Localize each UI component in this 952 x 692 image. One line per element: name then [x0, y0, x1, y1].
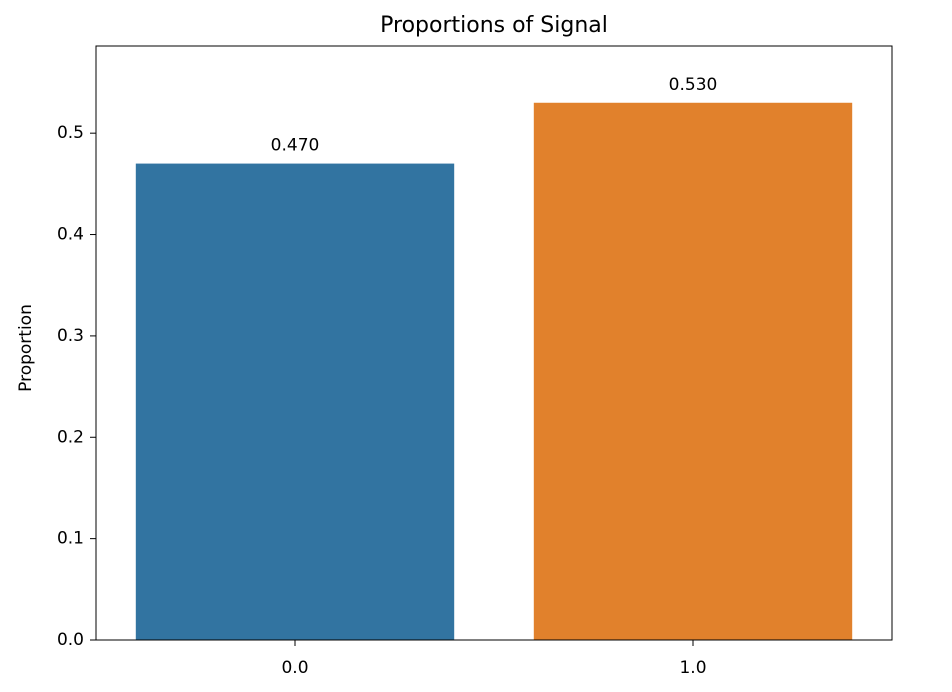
chart-title: Proportions of Signal — [380, 13, 608, 38]
y-tick-label: 0.2 — [57, 427, 84, 447]
y-tick-label: 0.0 — [57, 630, 84, 650]
bar — [533, 102, 853, 640]
y-tick-label: 0.1 — [57, 529, 84, 549]
y-axis-label: Proportion — [16, 304, 36, 392]
plot-frame — [95, 45, 893, 641]
y-tick-label: 0.4 — [57, 225, 84, 245]
y-tick-label: 0.3 — [57, 326, 84, 346]
x-tick-label: 0.0 — [281, 658, 308, 678]
y-tick-label: 0.5 — [57, 123, 84, 143]
value-label: 0.530 — [669, 75, 718, 95]
bar — [135, 163, 455, 640]
x-tick-label: 1.0 — [679, 658, 706, 678]
value-label: 0.470 — [271, 136, 320, 156]
